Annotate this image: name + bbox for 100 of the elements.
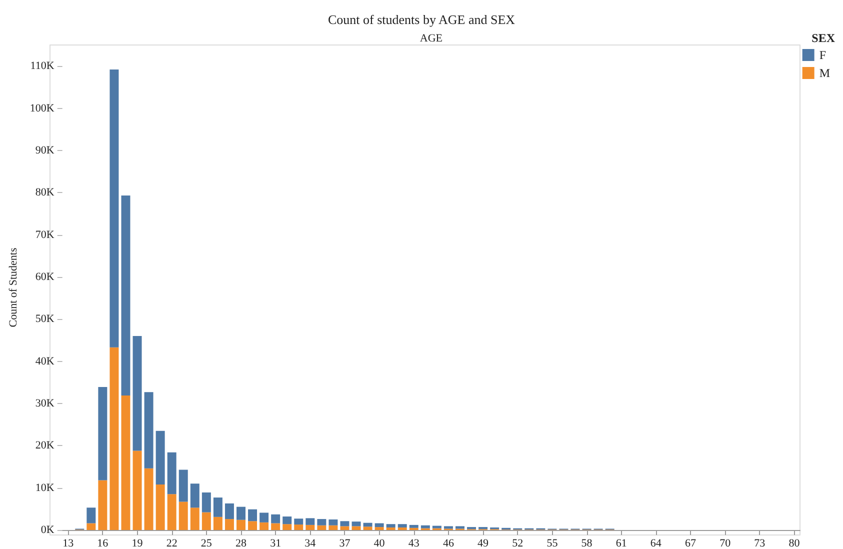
bar <box>167 452 176 494</box>
y-tick-label: 100K <box>30 102 54 114</box>
bar <box>306 518 315 525</box>
bar <box>386 527 396 530</box>
legend-label: M <box>819 66 830 80</box>
bar <box>306 524 315 530</box>
y-tick-label: 90K <box>35 144 54 156</box>
bar <box>374 527 384 530</box>
x-tick-label: 61 <box>616 538 627 549</box>
x-tick-label: 67 <box>685 538 697 549</box>
bar <box>282 516 292 524</box>
bar <box>260 512 269 522</box>
bar <box>340 526 350 530</box>
bar <box>398 527 407 530</box>
bar <box>317 519 326 526</box>
bar <box>294 524 304 530</box>
bar <box>132 336 142 451</box>
y-tick-label: 70K <box>35 228 54 241</box>
bar <box>202 512 211 530</box>
bar <box>248 509 258 522</box>
bar <box>363 526 372 530</box>
bar <box>352 526 361 530</box>
x-tick-label: 28 <box>235 538 247 549</box>
bar <box>178 470 188 502</box>
x-tick-label: 49 <box>478 538 490 549</box>
x-tick-label: 19 <box>132 538 144 549</box>
x-tick-label: 70 <box>720 538 732 549</box>
y-tick-label: 40K <box>35 355 54 368</box>
bar <box>167 494 176 530</box>
y-tick-label: 80K <box>35 186 54 199</box>
x-tick-label: 64 <box>650 538 662 549</box>
y-tick-label: 110K <box>30 60 54 72</box>
bar <box>398 524 407 528</box>
bar <box>340 521 350 526</box>
y-tick-label: 0K <box>40 524 54 536</box>
bar <box>455 526 464 529</box>
bar <box>271 514 280 524</box>
chart-title: Count of students by AGE and SEX <box>328 12 516 27</box>
bar <box>121 196 130 396</box>
y-axis-title: Count of Students <box>8 248 20 328</box>
bar <box>98 387 108 480</box>
bar <box>110 347 119 530</box>
bar <box>386 524 396 528</box>
y-tick-label: 60K <box>35 270 54 283</box>
bar <box>374 523 384 528</box>
y-tick-label: 50K <box>35 313 54 326</box>
x-tick-label: 31 <box>270 538 282 549</box>
bar <box>110 69 119 348</box>
x-axis-title: AGE <box>420 32 443 44</box>
bar <box>156 430 165 484</box>
bar <box>444 526 453 529</box>
legend-label: F <box>819 48 826 62</box>
bar <box>213 498 222 517</box>
y-tick-label: 10K <box>35 482 54 494</box>
bar <box>86 508 96 524</box>
x-tick-label: 73 <box>754 538 766 549</box>
x-tick-label: 16 <box>97 538 109 549</box>
bar <box>432 526 442 528</box>
bar <box>236 506 246 520</box>
x-tick-label: 43 <box>408 538 420 549</box>
bar <box>317 525 326 530</box>
bar <box>420 525 430 528</box>
bar <box>144 468 154 530</box>
x-tick-label: 37 <box>339 538 351 549</box>
x-tick-label: 13 <box>62 538 74 549</box>
bar <box>190 508 200 530</box>
x-tick-label: 46 <box>442 538 454 549</box>
bar <box>328 519 338 526</box>
bar <box>328 525 338 530</box>
bar <box>248 521 258 530</box>
bar <box>156 484 165 530</box>
bar <box>178 502 188 530</box>
bar <box>294 518 304 525</box>
x-tick-label: 34 <box>304 538 316 549</box>
bar <box>260 522 269 530</box>
x-tick-label: 22 <box>166 538 178 549</box>
bar <box>144 392 154 468</box>
bar <box>86 523 96 530</box>
bar <box>190 484 200 508</box>
x-tick-label: 25 <box>200 538 212 549</box>
bar <box>363 522 372 527</box>
y-tick-label: 30K <box>35 397 54 410</box>
legend-title: SEX <box>812 31 836 45</box>
bar <box>224 503 234 520</box>
bar <box>236 520 246 530</box>
y-tick-label: 20K <box>35 440 54 452</box>
x-tick-label: 40 <box>374 538 386 549</box>
x-tick-label: 80 <box>788 538 800 549</box>
bar <box>213 516 222 530</box>
bar <box>98 480 108 530</box>
bar <box>409 524 418 528</box>
x-tick-label: 52 <box>512 538 524 549</box>
bar <box>132 450 142 530</box>
bar <box>271 523 280 530</box>
x-tick-label: 55 <box>546 538 558 549</box>
bar <box>224 519 234 530</box>
x-tick-label: 58 <box>581 538 593 549</box>
bar <box>282 524 292 530</box>
bar <box>121 395 130 530</box>
bar <box>202 492 211 512</box>
